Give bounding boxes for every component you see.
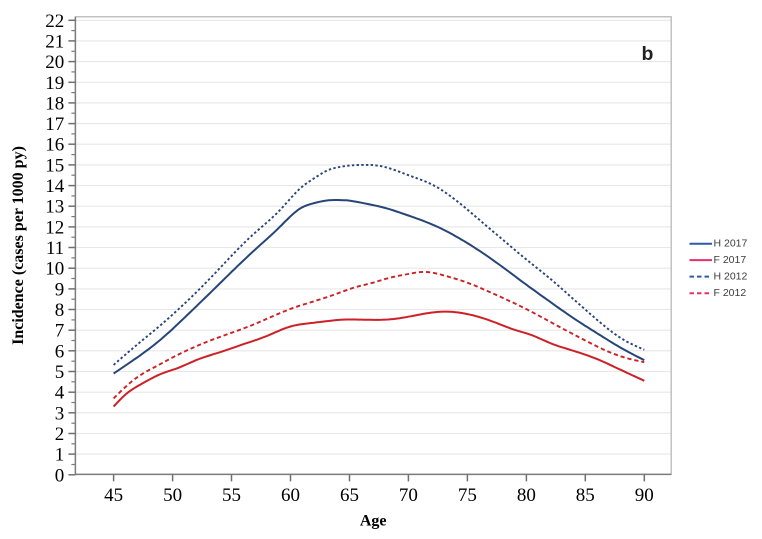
svg-text:6: 6 <box>55 341 65 362</box>
svg-text:90: 90 <box>635 485 654 506</box>
svg-text:b: b <box>642 43 654 65</box>
svg-text:1: 1 <box>55 445 65 466</box>
svg-text:F 2012: F 2012 <box>714 287 747 299</box>
svg-text:12: 12 <box>45 217 64 238</box>
svg-text:3: 3 <box>55 403 65 424</box>
svg-text:5: 5 <box>55 362 65 383</box>
svg-text:9: 9 <box>55 279 65 300</box>
svg-text:H 2012: H 2012 <box>714 271 748 283</box>
svg-text:19: 19 <box>45 73 64 94</box>
svg-text:F 2017: F 2017 <box>714 254 747 266</box>
svg-text:18: 18 <box>45 93 64 114</box>
svg-text:7: 7 <box>55 321 65 342</box>
svg-text:45: 45 <box>104 485 123 506</box>
svg-text:55: 55 <box>222 485 241 506</box>
svg-text:11: 11 <box>46 238 64 259</box>
svg-text:22: 22 <box>45 11 64 32</box>
svg-text:8: 8 <box>55 300 65 321</box>
svg-text:50: 50 <box>163 485 182 506</box>
svg-text:75: 75 <box>458 485 477 506</box>
svg-text:Age: Age <box>360 513 387 530</box>
svg-text:10: 10 <box>45 259 64 280</box>
svg-text:85: 85 <box>576 485 595 506</box>
svg-text:0: 0 <box>55 465 65 486</box>
svg-text:80: 80 <box>517 485 536 506</box>
svg-text:15: 15 <box>45 155 64 176</box>
svg-text:21: 21 <box>45 31 64 52</box>
svg-text:60: 60 <box>281 485 300 506</box>
svg-text:4: 4 <box>55 383 65 404</box>
svg-text:H 2017: H 2017 <box>714 238 748 250</box>
svg-text:70: 70 <box>399 485 418 506</box>
svg-text:16: 16 <box>45 135 64 156</box>
svg-text:20: 20 <box>45 52 64 73</box>
svg-text:17: 17 <box>45 114 64 135</box>
svg-text:65: 65 <box>340 485 359 506</box>
svg-text:2: 2 <box>55 424 65 445</box>
svg-text:13: 13 <box>45 197 64 218</box>
svg-text:14: 14 <box>45 176 65 197</box>
svg-text:Incidence (cases per 1000 py): Incidence (cases per 1000 py) <box>10 146 27 345</box>
